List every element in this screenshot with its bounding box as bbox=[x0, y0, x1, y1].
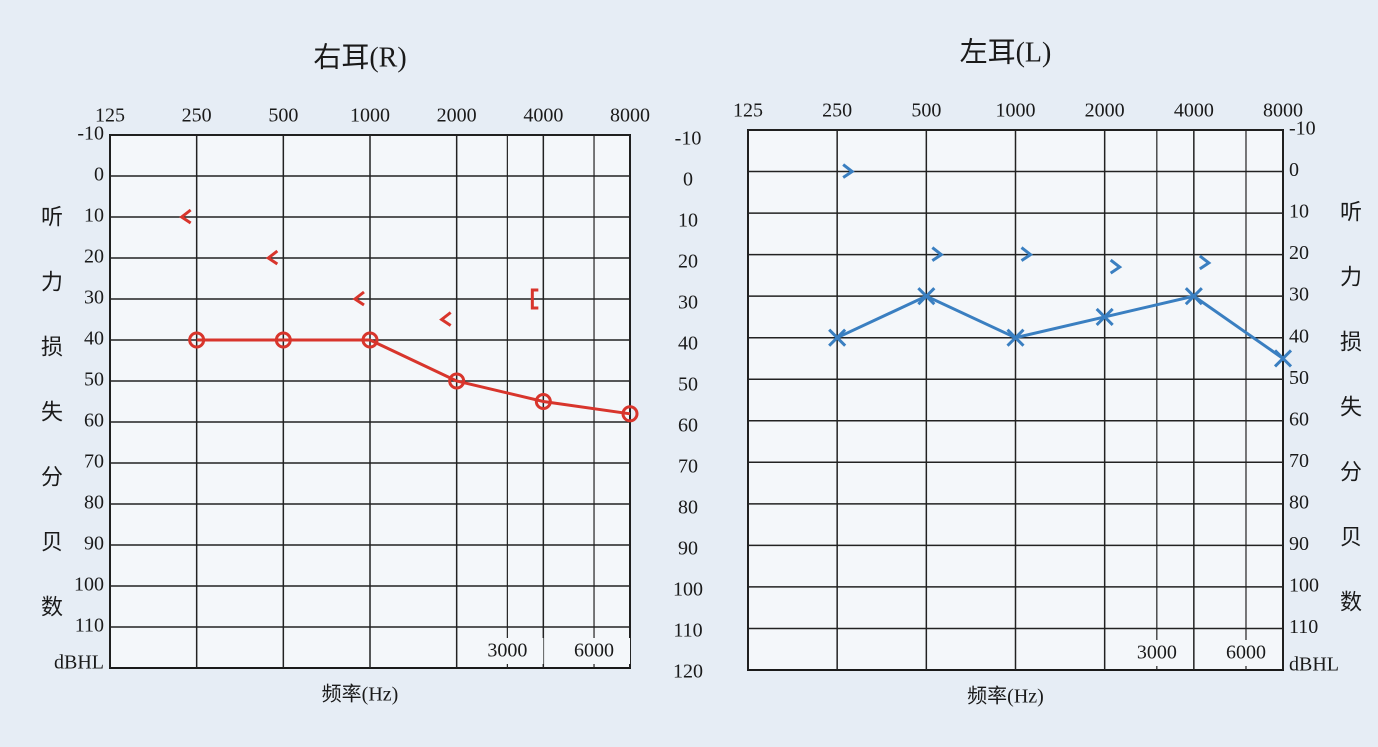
y-tick-label: 20 bbox=[1289, 242, 1309, 264]
x-tick-label: 250 bbox=[182, 105, 212, 127]
minor-label-bg bbox=[471, 638, 544, 664]
y2-tick-label: 10 bbox=[678, 210, 698, 232]
minor-label-bg bbox=[558, 638, 631, 664]
chart-title: 左耳(L) bbox=[960, 36, 1052, 68]
y-axis-label: 听力损失分贝数 bbox=[1337, 200, 1362, 655]
y-tick-label: 20 bbox=[84, 246, 104, 268]
x-axis-label: 频率(Hz) bbox=[967, 685, 1044, 708]
air-marker bbox=[448, 372, 466, 390]
y-tick-label: 100 bbox=[74, 574, 104, 596]
x-tick-label: 4000 bbox=[523, 105, 563, 127]
cross-marker bbox=[1184, 287, 1203, 306]
lt-marker bbox=[179, 208, 192, 225]
x-minor-tick-label: 6000 bbox=[574, 640, 614, 662]
series-line bbox=[196, 338, 631, 416]
y2-tick-label: 70 bbox=[678, 456, 698, 478]
x-tick-label: 4000 bbox=[1174, 100, 1214, 122]
y2-tick-label: 20 bbox=[678, 251, 698, 273]
y2-tick-label: 80 bbox=[678, 497, 698, 519]
x-minor-tick-label: 3000 bbox=[487, 640, 527, 662]
y-tick-label: 80 bbox=[1289, 491, 1309, 513]
y-tick-label: 50 bbox=[84, 369, 104, 391]
y-tick-label: 30 bbox=[1289, 284, 1309, 306]
gt-marker bbox=[931, 246, 944, 262]
cross-marker bbox=[1273, 349, 1293, 368]
y-tick-label: 80 bbox=[84, 492, 104, 514]
air-marker bbox=[188, 331, 206, 349]
y2-tick-label: 100 bbox=[673, 579, 703, 601]
series-line bbox=[836, 294, 1284, 360]
y2-tick-label: 30 bbox=[678, 292, 698, 314]
lt-marker bbox=[265, 249, 279, 266]
x-tick-label: 250 bbox=[822, 100, 852, 122]
x-tick-label: 1000 bbox=[350, 105, 390, 127]
minor-label-bg bbox=[1209, 640, 1282, 666]
x-tick-label: 8000 bbox=[610, 105, 650, 127]
air-marker bbox=[361, 331, 379, 349]
x-tick-label: 500 bbox=[268, 105, 298, 127]
y-tick-label: -10 bbox=[1289, 118, 1316, 140]
x-tick-label: 125 bbox=[95, 105, 125, 127]
gt-marker bbox=[1020, 246, 1034, 262]
y-tick-label: 10 bbox=[84, 205, 104, 227]
y-axis-label: 听力损失分贝数 bbox=[38, 205, 63, 660]
x-tick-label: 8000 bbox=[1263, 100, 1303, 122]
y2-tick-label: 120 bbox=[673, 661, 703, 683]
y2-tick-label: 40 bbox=[678, 333, 698, 355]
y-tick-label: 70 bbox=[1289, 450, 1309, 472]
cross-marker bbox=[1006, 328, 1025, 347]
y-unit-label: dBHL bbox=[54, 652, 104, 674]
y-tick-label: 90 bbox=[1289, 533, 1309, 555]
x-minor-tick-label: 3000 bbox=[1137, 642, 1177, 664]
gt-marker bbox=[842, 163, 855, 179]
x-tick-label: 125 bbox=[733, 100, 763, 122]
y2-tick-label: 90 bbox=[678, 538, 698, 560]
y-tick-label: 70 bbox=[84, 451, 104, 473]
cross-marker bbox=[917, 287, 936, 306]
y2-tick-label: 110 bbox=[673, 620, 702, 642]
y-tick-label: 40 bbox=[84, 328, 104, 350]
bracket-marker bbox=[530, 288, 539, 310]
y-tick-label: 110 bbox=[75, 615, 104, 637]
x-tick-label: 1000 bbox=[996, 100, 1036, 122]
cross-marker bbox=[828, 328, 847, 347]
gt-marker bbox=[1109, 258, 1123, 275]
y-tick-label: 10 bbox=[1289, 201, 1309, 223]
y2-tick-label: 0 bbox=[683, 169, 693, 191]
y-tick-label: 100 bbox=[1289, 575, 1319, 597]
y-tick-label: 30 bbox=[84, 287, 104, 309]
y-tick-label: 60 bbox=[1289, 408, 1309, 430]
minor-label-bg bbox=[1120, 640, 1193, 666]
cross-marker bbox=[1095, 307, 1114, 326]
lt-marker bbox=[439, 311, 452, 327]
x-axis-label: 频率(Hz) bbox=[322, 683, 399, 706]
air-marker bbox=[534, 393, 552, 410]
y-tick-label: 0 bbox=[94, 164, 104, 186]
lt-marker bbox=[352, 290, 365, 307]
x-tick-label: 2000 bbox=[437, 105, 477, 127]
y-tick-label: -10 bbox=[77, 123, 104, 145]
y-tick-label: 40 bbox=[1289, 325, 1309, 347]
air-marker bbox=[621, 405, 639, 423]
x-minor-tick-label: 6000 bbox=[1226, 642, 1266, 664]
y2-tick-label: -10 bbox=[675, 128, 702, 150]
x-tick-label: 500 bbox=[911, 100, 941, 122]
y-unit-label: dBHL bbox=[1289, 654, 1339, 676]
air-marker bbox=[274, 331, 292, 349]
y2-tick-label: 50 bbox=[678, 374, 698, 396]
y-tick-label: 60 bbox=[84, 410, 104, 432]
y2-tick-label: 60 bbox=[678, 415, 698, 437]
y-tick-label: 0 bbox=[1289, 159, 1299, 181]
x-tick-label: 2000 bbox=[1085, 100, 1125, 122]
y-tick-label: 50 bbox=[1289, 367, 1309, 389]
chart-title: 右耳(R) bbox=[313, 41, 406, 73]
y-tick-label: 110 bbox=[1289, 616, 1318, 638]
gt-marker bbox=[1198, 254, 1212, 271]
y-tick-label: 90 bbox=[84, 533, 104, 555]
